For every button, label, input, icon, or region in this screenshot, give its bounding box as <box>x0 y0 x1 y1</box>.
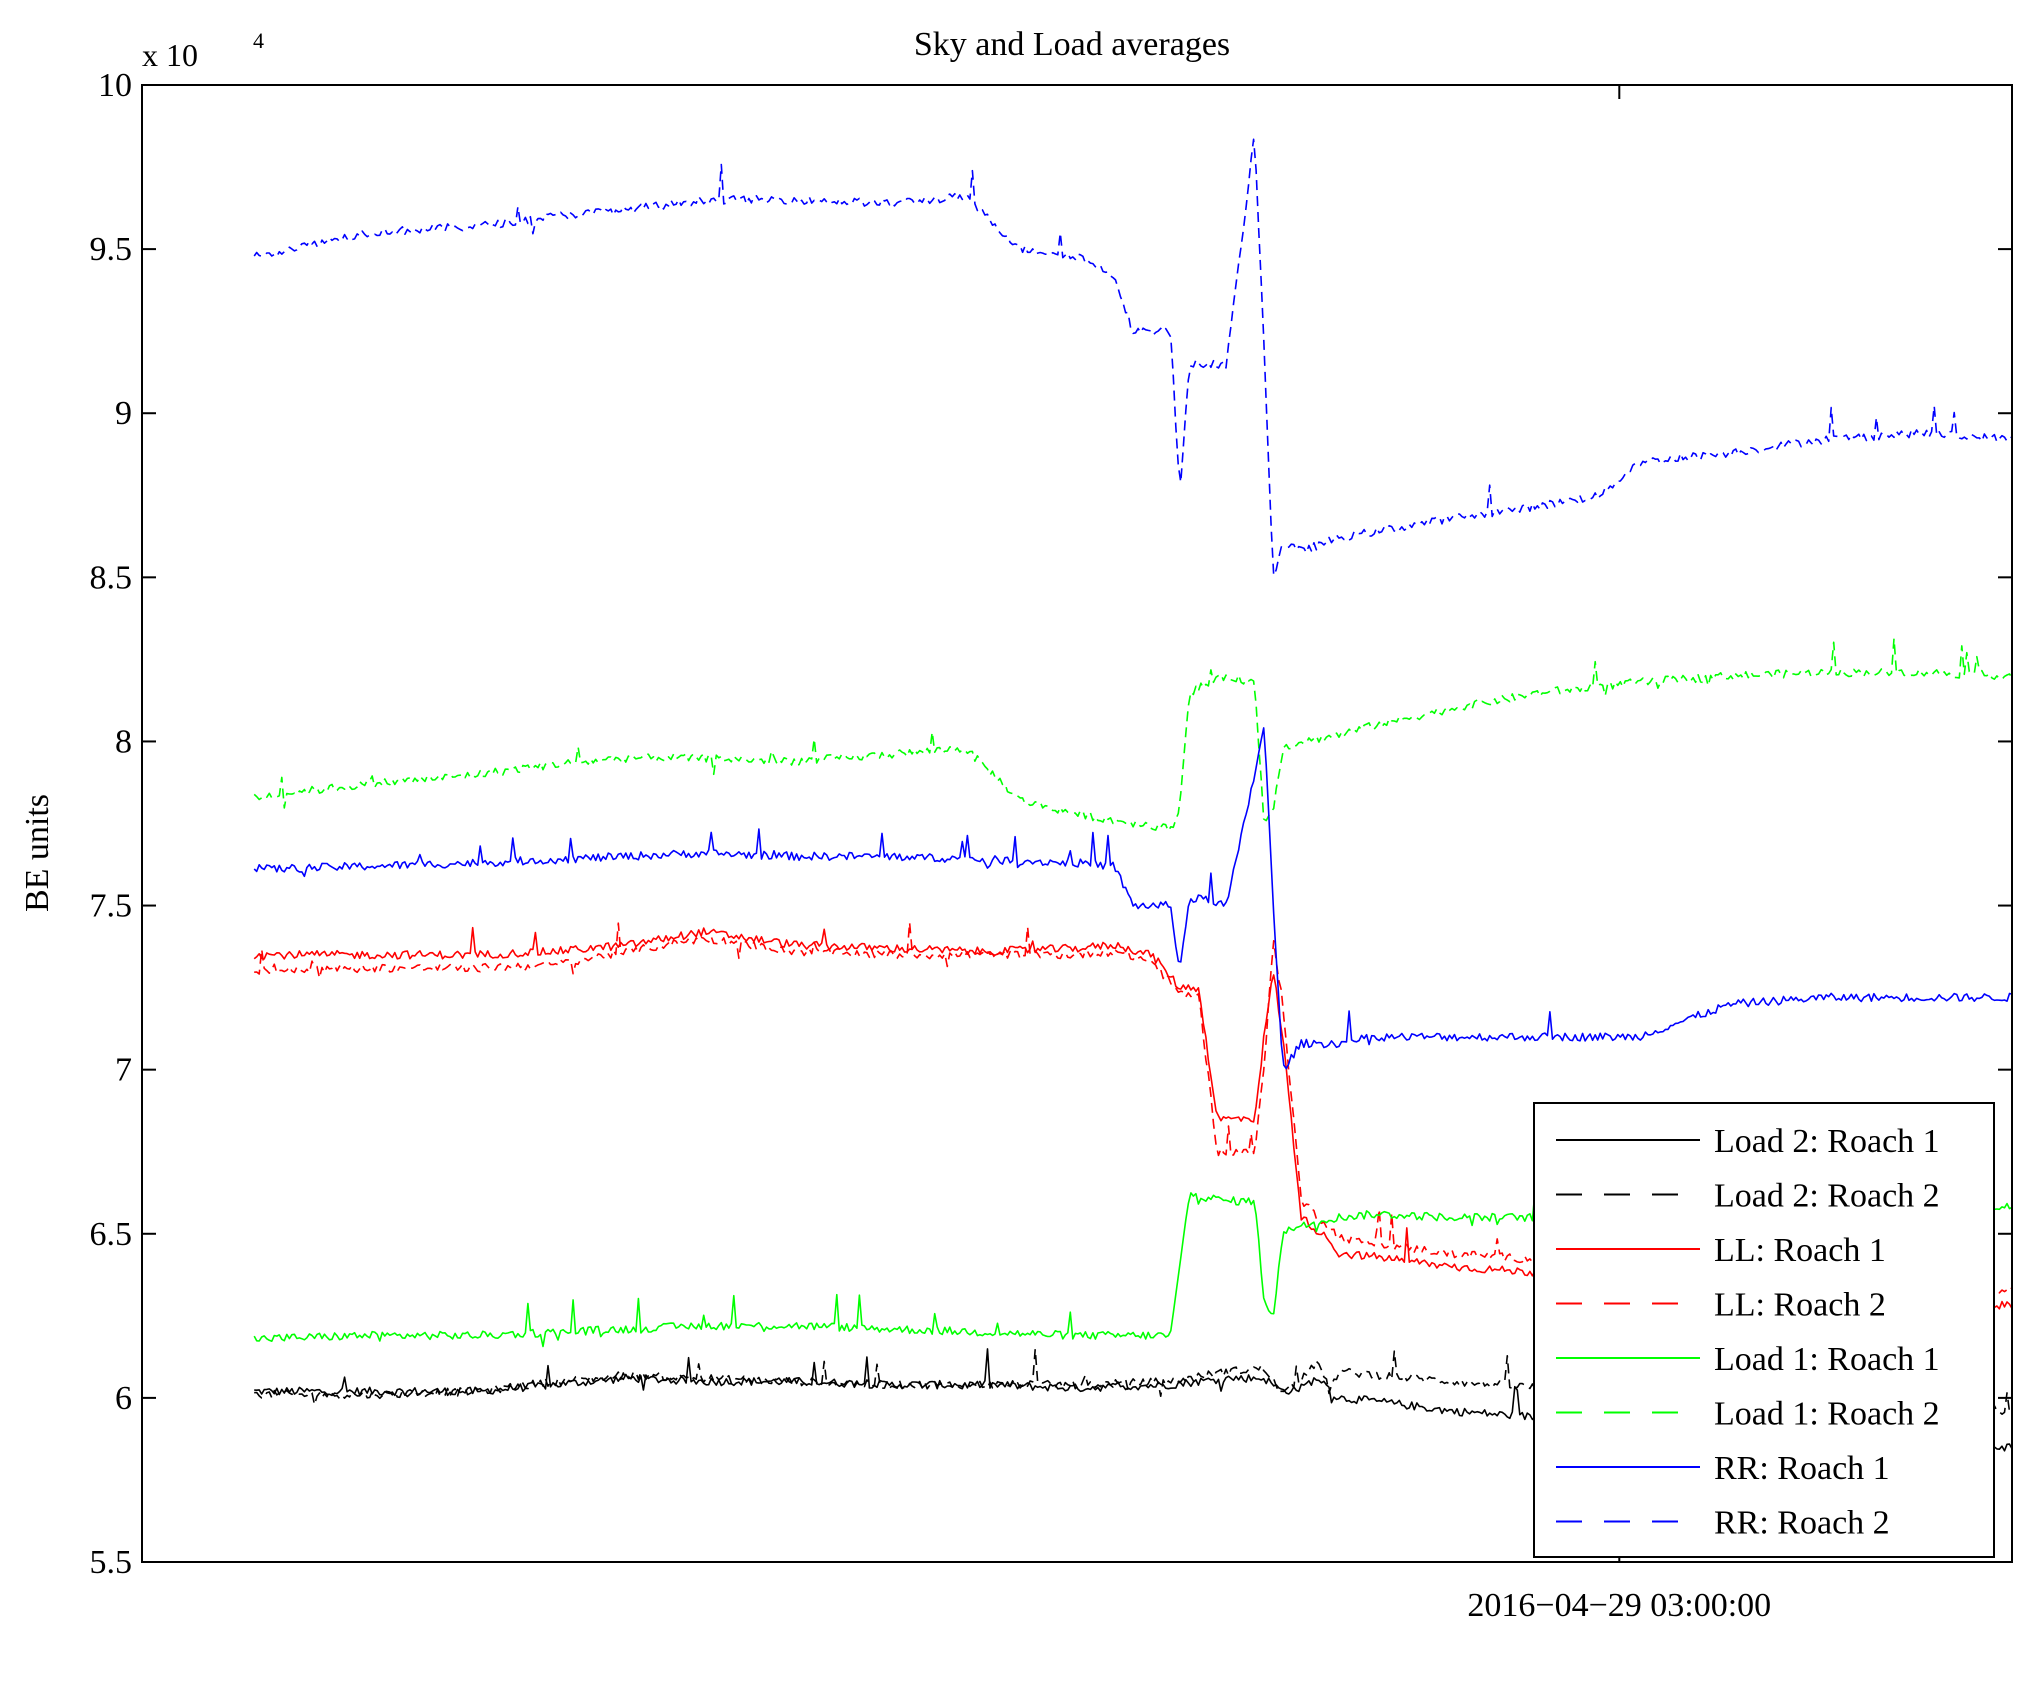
y-axis-label: BE units <box>19 794 56 912</box>
legend-label: Load 1: Roach 1 <box>1714 1341 1940 1378</box>
series-line <box>253 637 2012 832</box>
legend-label: Load 1: Roach 2 <box>1714 1396 1940 1433</box>
y-tick-label: 7.5 <box>90 888 133 925</box>
x-tick-labels: 2016−04−29 03:00:00 <box>1467 1587 1771 1624</box>
y-tick-labels: 5.5 6 6.5 7 7.5 8 8.5 9 9.5 10 <box>90 67 133 1581</box>
series-line <box>254 1348 2012 1420</box>
y-tick-label: 5.5 <box>90 1544 133 1581</box>
y-tick-label: 10 <box>98 67 132 104</box>
axis-ticks <box>142 84 2012 1563</box>
legend-label: LL: Roach 2 <box>1714 1287 1886 1324</box>
y-tick-label: 9.5 <box>90 231 133 268</box>
legend-label: RR: Roach 1 <box>1714 1450 1890 1487</box>
y-tick-label: 8.5 <box>90 559 133 596</box>
y-tick-label: 9 <box>115 395 132 432</box>
y-axis-multiplier: x 10 4 <box>142 28 264 73</box>
y-tick-label: 6.5 <box>90 1216 133 1253</box>
legend[interactable]: Load 2: Roach 1 Load 2: Roach 2 LL: Roach … <box>1533 1102 1995 1558</box>
y-axis-multiplier-exponent: 4 <box>253 28 264 53</box>
plot-frame <box>141 84 2013 1563</box>
y-tick-label: 7 <box>115 1052 132 1089</box>
series-line <box>253 138 2012 577</box>
legend-label: Load 2: Roach 2 <box>1714 1178 1940 1215</box>
legend-label: Load 2: Roach 1 <box>1714 1123 1940 1160</box>
legend-box <box>1533 1102 1995 1558</box>
chart-title: Sky and Load averages <box>914 26 1230 63</box>
y-tick-label: 6 <box>115 1380 132 1417</box>
series-line <box>253 727 2012 1070</box>
y-axis-multiplier-base: x 10 <box>142 37 198 73</box>
legend-label: RR: Roach 2 <box>1714 1505 1890 1542</box>
x-tick-label: 2016−04−29 03:00:00 <box>1467 1587 1771 1624</box>
legend-label: LL: Roach 1 <box>1714 1232 1886 1269</box>
y-tick-label: 8 <box>115 723 132 760</box>
